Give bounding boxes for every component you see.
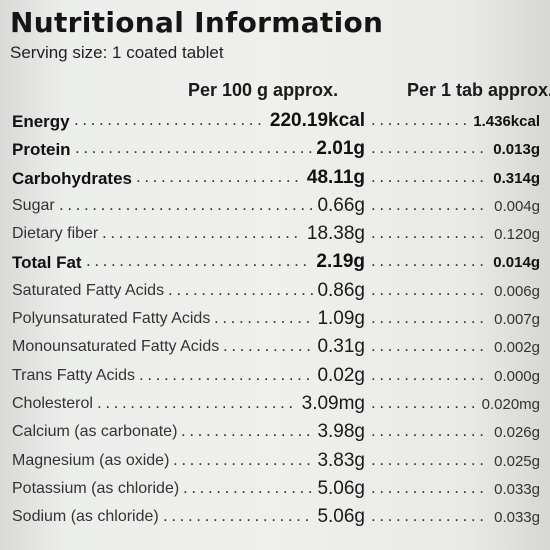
- leader-dots: ..........................: [214, 308, 488, 328]
- leader-dots: ..............................: [181, 421, 488, 441]
- leader-dots: ......................................: [97, 392, 478, 412]
- value-per-tablet: 0.026g: [494, 424, 540, 442]
- leader-dots: ................................: [163, 506, 488, 526]
- serving-size: Serving size: 1 coated tablet: [10, 43, 224, 62]
- value-per-100g: 5.06g: [317, 477, 365, 499]
- value-per-tablet: 0.002g: [494, 339, 540, 357]
- nutrient-name: Cholesterol: [12, 394, 93, 412]
- value-per-100g: 1.09g: [317, 308, 365, 330]
- nutrient-row: Energy .................................…: [0, 108, 550, 136]
- nutrient-row: Carbohydrates ..........................…: [0, 165, 550, 193]
- value-per-100g: 2.19g: [316, 251, 365, 273]
- nutrient-name: Energy: [12, 112, 70, 131]
- leader-dots: .........................: [223, 336, 488, 356]
- column-header-per-100g: Per 100 g approx.: [188, 80, 339, 100]
- value-per-tablet: 0.000g: [494, 367, 540, 385]
- nutrient-row: Calcium (as carbonate) .................…: [0, 419, 550, 447]
- value-per-100g: 0.31g: [317, 336, 365, 358]
- leader-dots: ...............................: [173, 449, 488, 469]
- nutrient-name: Calcium (as carbonate): [12, 423, 178, 441]
- value-per-tablet: 0.033g: [494, 509, 540, 527]
- nutrient-name: Trans Fatty Acids: [12, 366, 135, 384]
- value-per-tablet: 0.033g: [494, 480, 540, 498]
- leader-dots: ........................................…: [86, 251, 488, 271]
- nutrient-name: Potassium (as chloride): [12, 479, 180, 497]
- value-per-tablet: 0.025g: [494, 452, 540, 470]
- value-per-tablet: 0.004g: [494, 197, 540, 215]
- value-per-tablet: 0.014g: [493, 254, 540, 272]
- nutrient-row: Monounsaturated Fatty Acids ............…: [0, 334, 550, 362]
- leader-dots: ..................................: [136, 166, 488, 186]
- value-per-100g: 3.98g: [317, 421, 365, 443]
- leader-dots: ........................................…: [75, 138, 488, 158]
- nutrient-row: Polyunsaturated Fatty Acids ............…: [0, 306, 550, 334]
- value-per-100g: 3.83g: [317, 449, 365, 471]
- value-per-tablet: 0.006g: [494, 282, 540, 300]
- value-per-100g: 0.02g: [317, 364, 365, 386]
- nutrient-name: Protein: [12, 140, 71, 160]
- nutrient-row: Magnesium (as oxide) ...................…: [0, 448, 550, 476]
- nutrient-row: Sugar ..................................…: [0, 193, 550, 221]
- value-per-100g: 18.38g: [306, 223, 365, 245]
- nutrient-row: Cholesterol ............................…: [0, 391, 550, 419]
- value-per-100g: 2.01g: [316, 138, 365, 160]
- nutrient-row: Dietary fiber ..........................…: [0, 221, 550, 249]
- nutrient-row: Sodium (as chloride) ...................…: [0, 504, 550, 532]
- nutrient-name: Polyunsaturated Fatty Acids: [12, 310, 211, 328]
- value-per-tablet: 0.013g: [493, 141, 540, 159]
- leader-dots: .......................................: [102, 223, 488, 243]
- nutrient-row: Saturated Fatty Acids ..................…: [0, 278, 550, 306]
- nutrient-name: Saturated Fatty Acids: [12, 281, 165, 299]
- nutrient-name: Sugar: [12, 196, 55, 214]
- value-per-100g: 0.86g: [317, 279, 365, 301]
- value-per-tablet: 0.007g: [494, 311, 540, 329]
- nutrient-table: Energy .................................…: [0, 108, 550, 532]
- nutrient-name: Carbohydrates: [12, 168, 132, 188]
- nutrient-name: Monounsaturated Fatty Acids: [12, 338, 220, 356]
- nutrient-row: Trans Fatty Acids ......................…: [0, 363, 550, 391]
- nutrient-name: Dietary fiber: [12, 225, 99, 243]
- leader-dots: ....................................: [74, 110, 469, 129]
- nutrient-row: Potassium (as chloride) ................…: [0, 476, 550, 504]
- column-header-per-tablet: Per 1 tab approx.: [407, 80, 550, 100]
- leader-dots: ..............................: [183, 477, 488, 497]
- nutrient-name: Total Fat: [12, 253, 82, 273]
- leader-dots: ........................................…: [59, 194, 488, 214]
- nutrient-name: Sodium (as chloride): [12, 508, 159, 526]
- value-per-tablet: 1.436kcal: [473, 113, 540, 130]
- value-per-tablet: 0.120g: [494, 226, 540, 244]
- value-per-100g: 3.09mg: [301, 392, 365, 414]
- leader-dots: ...................................: [139, 364, 488, 384]
- value-per-100g: 0.66g: [317, 194, 365, 216]
- value-per-tablet: 0.020mg: [481, 395, 540, 413]
- nutrient-row: Total Fat ..............................…: [0, 249, 550, 277]
- nutrient-row: Protein ................................…: [0, 136, 550, 164]
- value-per-100g: 5.06g: [317, 506, 365, 528]
- leader-dots: ................................: [168, 279, 488, 299]
- value-per-100g: 220.19kcal: [269, 110, 365, 131]
- nutrient-name: Magnesium (as oxide): [12, 451, 170, 469]
- value-per-100g: 48.11g: [306, 166, 365, 188]
- value-per-tablet: 0.314g: [493, 169, 540, 187]
- label-title: Nutritional Information: [10, 6, 384, 39]
